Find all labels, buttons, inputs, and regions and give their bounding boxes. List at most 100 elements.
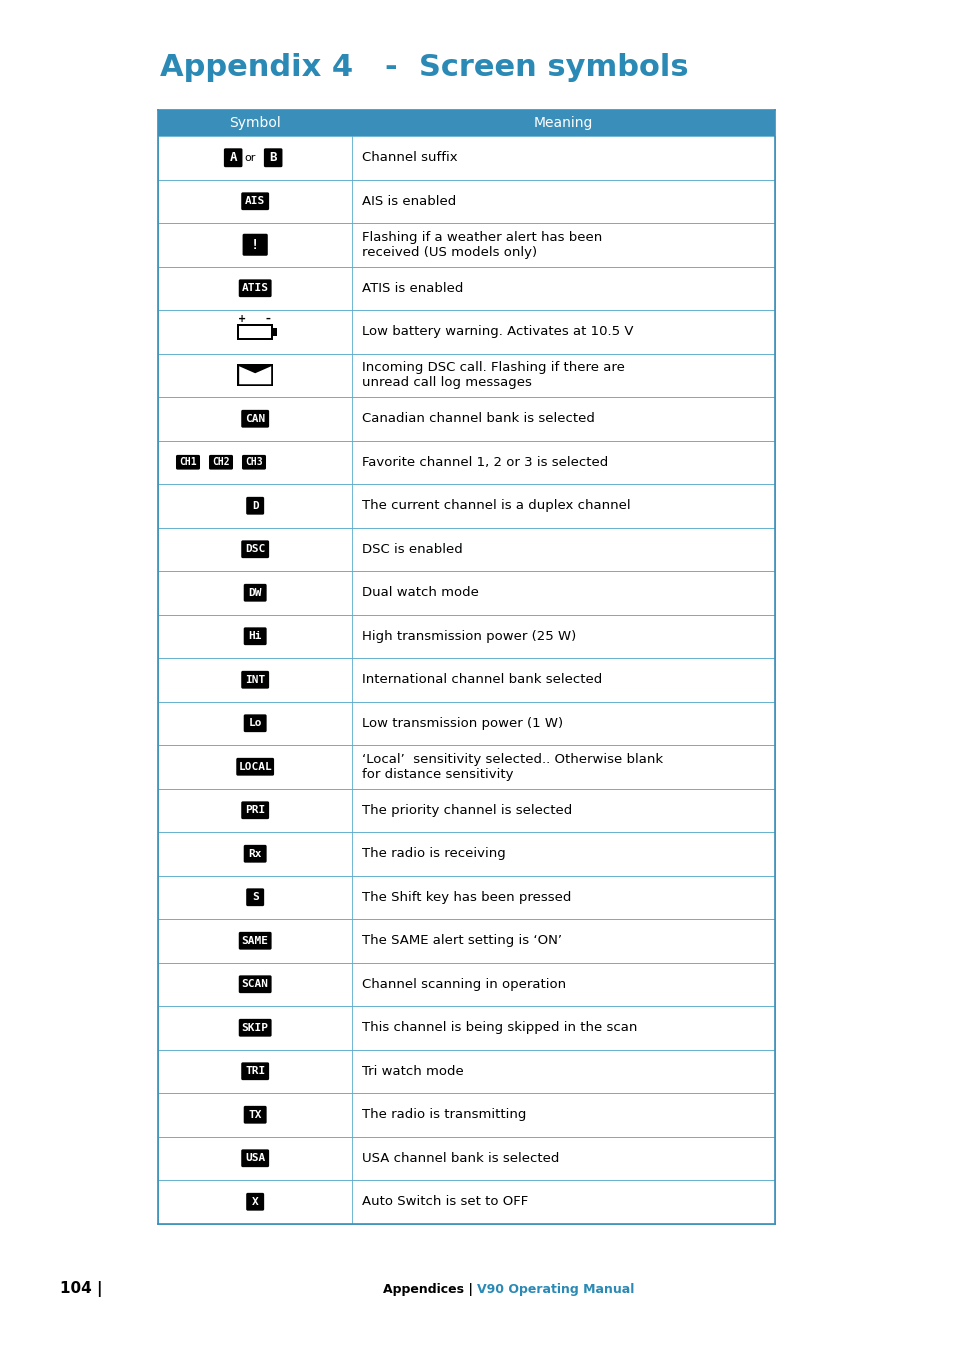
FancyBboxPatch shape: [241, 540, 269, 558]
Text: or: or: [244, 153, 255, 162]
Text: Low transmission power (1 W): Low transmission power (1 W): [362, 716, 563, 730]
Text: High transmission power (25 W): High transmission power (25 W): [362, 630, 576, 643]
Text: USA channel bank is selected: USA channel bank is selected: [362, 1152, 559, 1164]
Bar: [158, 483, 774, 528]
Bar: [158, 919, 774, 963]
Text: +: +: [238, 314, 246, 324]
Text: The radio is receiving: The radio is receiving: [362, 848, 506, 860]
Bar: [158, 1049, 774, 1093]
Text: This channel is being skipped in the scan: This channel is being skipped in the sca…: [362, 1021, 637, 1034]
Text: CH3: CH3: [245, 458, 262, 467]
Bar: [158, 701, 774, 745]
Text: Channel suffix: Channel suffix: [362, 152, 457, 164]
Bar: [237, 324, 273, 340]
FancyBboxPatch shape: [246, 888, 264, 906]
Text: DW: DW: [248, 588, 262, 597]
FancyBboxPatch shape: [242, 455, 266, 470]
Text: S: S: [252, 892, 258, 902]
Bar: [158, 615, 774, 658]
Bar: [158, 571, 774, 615]
Text: CH2: CH2: [212, 458, 230, 467]
FancyBboxPatch shape: [243, 845, 266, 862]
Bar: [158, 1136, 774, 1179]
FancyBboxPatch shape: [175, 455, 200, 470]
Polygon shape: [239, 366, 271, 385]
Text: The SAME alert setting is ‘ON’: The SAME alert setting is ‘ON’: [362, 934, 561, 948]
Text: ‘Local’  sensitivity selected.. Otherwise blank
for distance sensitivity: ‘Local’ sensitivity selected.. Otherwise…: [362, 753, 662, 781]
Text: LOCAL: LOCAL: [238, 762, 272, 772]
Text: ATIS is enabled: ATIS is enabled: [362, 282, 463, 295]
Text: SAME: SAME: [241, 936, 269, 945]
Text: X: X: [252, 1197, 258, 1206]
Bar: [158, 1093, 774, 1136]
FancyBboxPatch shape: [243, 1106, 266, 1124]
Bar: [158, 135, 774, 180]
Text: Appendices |: Appendices |: [382, 1282, 476, 1296]
Bar: [158, 440, 774, 483]
Bar: [158, 963, 774, 1006]
Text: CH1: CH1: [179, 458, 196, 467]
FancyBboxPatch shape: [236, 758, 274, 776]
FancyBboxPatch shape: [242, 234, 268, 256]
Bar: [273, 328, 277, 336]
Text: The current channel is a duplex channel: The current channel is a duplex channel: [362, 500, 630, 512]
Text: International channel bank selected: International channel bank selected: [362, 673, 602, 686]
FancyBboxPatch shape: [264, 149, 282, 167]
Text: Appendix 4   -  Screen symbols: Appendix 4 - Screen symbols: [160, 54, 688, 83]
Text: AIS is enabled: AIS is enabled: [362, 195, 456, 207]
FancyBboxPatch shape: [241, 410, 269, 428]
Text: Lo: Lo: [248, 718, 262, 728]
FancyBboxPatch shape: [246, 497, 264, 515]
Text: TX: TX: [248, 1110, 262, 1120]
Text: The Shift key has been pressed: The Shift key has been pressed: [362, 891, 571, 903]
FancyBboxPatch shape: [243, 584, 266, 601]
Bar: [158, 397, 774, 440]
FancyBboxPatch shape: [246, 1193, 264, 1210]
Text: Channel scanning in operation: Channel scanning in operation: [362, 978, 566, 991]
Text: ATIS: ATIS: [241, 283, 269, 294]
Bar: [158, 658, 774, 701]
Text: B: B: [269, 152, 276, 164]
Bar: [239, 326, 271, 337]
Text: SKIP: SKIP: [241, 1022, 269, 1033]
Bar: [158, 876, 774, 919]
Bar: [158, 1179, 774, 1224]
Text: DSC: DSC: [245, 544, 265, 554]
Text: Auto Switch is set to OFF: Auto Switch is set to OFF: [362, 1196, 528, 1208]
Bar: [158, 267, 774, 310]
Text: SCAN: SCAN: [241, 979, 269, 990]
Text: DSC is enabled: DSC is enabled: [362, 543, 462, 555]
FancyBboxPatch shape: [238, 1018, 272, 1037]
Text: INT: INT: [245, 674, 265, 685]
Bar: [158, 223, 774, 267]
Bar: [158, 745, 774, 788]
FancyBboxPatch shape: [241, 192, 269, 210]
FancyBboxPatch shape: [241, 1150, 269, 1167]
Bar: [158, 180, 774, 223]
FancyBboxPatch shape: [224, 149, 242, 167]
Bar: [158, 110, 774, 135]
Text: The radio is transmitting: The radio is transmitting: [362, 1109, 526, 1121]
Text: Rx: Rx: [248, 849, 262, 858]
Text: AIS: AIS: [245, 196, 265, 206]
Text: V90 Operating Manual: V90 Operating Manual: [476, 1282, 634, 1296]
Text: USA: USA: [245, 1154, 265, 1163]
Text: A: A: [229, 152, 236, 164]
Text: PRI: PRI: [245, 806, 265, 815]
Text: Dual watch mode: Dual watch mode: [362, 586, 478, 600]
Bar: [158, 353, 774, 397]
Text: Incoming DSC call. Flashing if there are
unread call log messages: Incoming DSC call. Flashing if there are…: [362, 362, 624, 389]
Bar: [158, 310, 774, 353]
FancyBboxPatch shape: [238, 975, 272, 992]
FancyBboxPatch shape: [209, 455, 233, 470]
Text: Symbol: Symbol: [229, 116, 281, 130]
Text: TRI: TRI: [245, 1066, 265, 1076]
Bar: [158, 788, 774, 831]
Text: –: –: [266, 314, 271, 324]
Text: Flashing if a weather alert has been
received (US models only): Flashing if a weather alert has been rec…: [362, 230, 602, 259]
Text: 104 |: 104 |: [60, 1281, 103, 1297]
FancyBboxPatch shape: [243, 627, 266, 645]
FancyBboxPatch shape: [243, 715, 266, 733]
Bar: [158, 1006, 774, 1049]
FancyBboxPatch shape: [241, 670, 269, 689]
